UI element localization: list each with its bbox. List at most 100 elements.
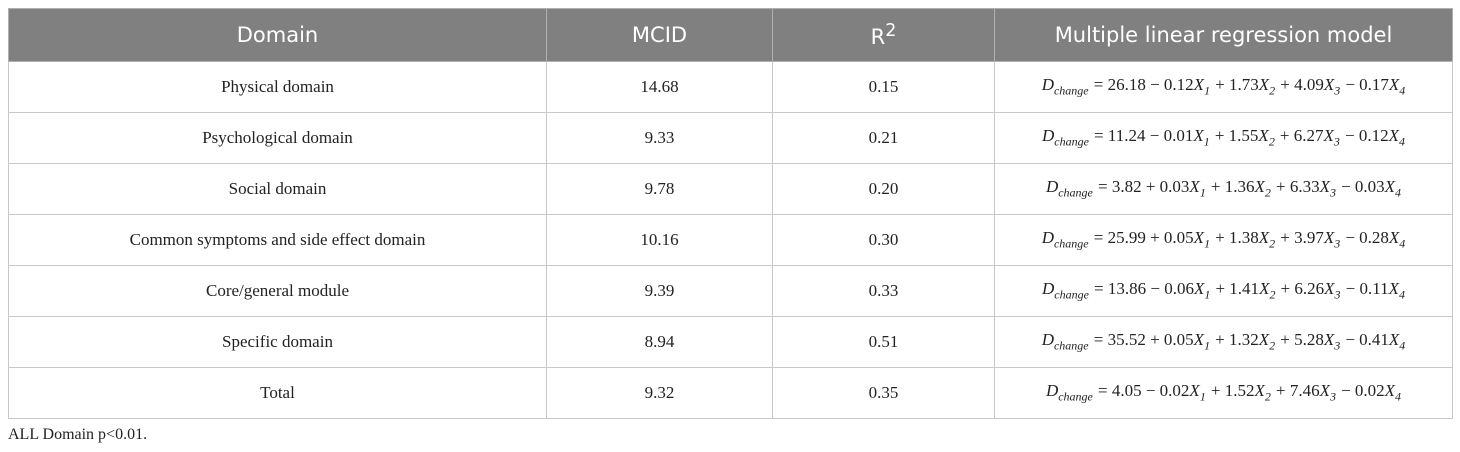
header-row: Domain MCID R2 Multiple linear regression m…: [8, 8, 1453, 62]
table-cell: 14.68: [546, 61, 773, 113]
formula-subscript: change: [1054, 134, 1089, 149]
table-row: Social domain 9.78 0.20 Dchange = 3.82 + 0.0…: [8, 163, 1453, 215]
table-cell: 0.20: [772, 163, 995, 215]
formula-subscript: change: [1053, 83, 1089, 98]
formula-subscript: 4: [1398, 134, 1405, 149]
formula-variable: X3: [1319, 381, 1336, 404]
formula-variable: X4: [1384, 177, 1402, 200]
table-row: Core/general module 9.39 0.33 Dchange = 13.8…: [8, 265, 1453, 317]
formula-variable: X1: [1189, 177, 1206, 200]
formula-variable: Dchange: [1041, 75, 1089, 98]
formula-variable: X4: [1388, 279, 1405, 302]
table-cell: 9.78: [546, 163, 773, 215]
formula-variable: X2: [1254, 381, 1271, 404]
table-cell: Specific domain: [8, 316, 547, 368]
table-row: Physical domain 14.68 0.15 Dchange = 26.18 −…: [8, 61, 1453, 113]
formula-text: + 1.41: [1215, 279, 1260, 299]
formula-subscript: 4: [1399, 83, 1406, 98]
formula-variable: X1: [1193, 228, 1211, 251]
table-cell: Psychological domain: [8, 112, 547, 164]
formula-subscript: 2: [1269, 83, 1276, 98]
table-wrap: Domain MCID R2 Multiple linear regression m…: [8, 8, 1453, 419]
formula-subscript: change: [1058, 185, 1093, 200]
table-row: Specific domain 8.94 0.51 Dchange = 35.52 + …: [8, 316, 1453, 368]
formula-text: − 0.17: [1345, 75, 1389, 95]
formula-variable: X3: [1323, 228, 1341, 251]
formula-subscript: 3: [1334, 287, 1341, 302]
formula-text: + 1.52: [1210, 381, 1255, 401]
formula-subscript: 2: [1264, 185, 1271, 200]
formula-subscript: 3: [1334, 83, 1341, 98]
formula-text: + 3.97: [1280, 228, 1324, 248]
formula-text: + 7.46: [1275, 381, 1320, 401]
formula-subscript: 1: [1199, 185, 1206, 200]
formula-subscript: change: [1058, 389, 1093, 404]
formula-variable: X4: [1388, 126, 1405, 149]
formula-text: + 1.73: [1215, 75, 1259, 95]
formula-subscript: 2: [1269, 338, 1276, 353]
formula-text: − 0.03: [1341, 177, 1385, 197]
formula-variable: X1: [1193, 126, 1210, 149]
formula-subscript: 3: [1334, 236, 1341, 251]
formula-text: + 4.09: [1280, 75, 1324, 95]
table-row: Total 9.32 0.35 Dchange = 4.05 − 0.02X1 + 1.5…: [8, 367, 1453, 419]
formula-variable: X1: [1193, 279, 1211, 302]
formula-text: = 4.05 − 0.02: [1097, 381, 1190, 401]
formula-subscript: 1: [1204, 287, 1211, 302]
table-body: Physical domain 14.68 0.15 Dchange = 26.18 −…: [8, 61, 1453, 419]
table-cell: Dchange = 35.52 + 0.05X1 + 1.32X2 + 5.28X3−…: [994, 316, 1453, 368]
formula-subscript: change: [1054, 287, 1089, 302]
formula-text: + 5.28: [1280, 330, 1324, 350]
formula-variable: X3: [1323, 75, 1341, 98]
table-cell: Dchange = 26.18 − 0.12X1 + 1.73X2 + 4.09X3−…: [994, 61, 1453, 113]
formula-subscript: 4: [1399, 236, 1406, 251]
formula-variable: X1: [1189, 381, 1206, 404]
formula-variable: Dchange: [1045, 177, 1093, 200]
formula-variable: Dchange: [1042, 279, 1089, 302]
table-cell: Common symptoms and side effect domain: [8, 214, 547, 266]
table-cell: Dchange = 11.24 − 0.01X1 + 1.55X2 + 6.27X3−…: [994, 112, 1453, 164]
formula-text: + 1.32: [1215, 330, 1259, 350]
formula-subscript: 4: [1399, 338, 1406, 353]
header-cell: R2: [772, 8, 995, 62]
formula-variable: Dchange: [1042, 126, 1089, 149]
formula-variable: X3: [1323, 126, 1340, 149]
formula-text: − 0.02: [1341, 381, 1385, 401]
formula-subscript: 1: [1204, 338, 1211, 353]
formula-text: = 25.99 + 0.05: [1093, 228, 1194, 248]
formula-text: − 0.11: [1345, 279, 1389, 299]
formula-subscript: change: [1053, 236, 1089, 251]
formula-variable: X1: [1193, 330, 1211, 353]
table-cell: 0.51: [772, 316, 995, 368]
formula-subscript: 1: [1203, 134, 1210, 149]
formula-text: + 1.55: [1214, 126, 1259, 146]
formula-text: = 11.24 − 0.01: [1094, 126, 1194, 146]
formula-text: + 6.33: [1275, 177, 1320, 197]
formula-variable: X2: [1254, 177, 1271, 200]
table-cell: Social domain: [8, 163, 547, 215]
formula-subscript: 2: [1268, 134, 1275, 149]
formula-variable: X2: [1258, 75, 1276, 98]
header-cell: MCID: [546, 8, 773, 62]
formula-variable: X2: [1258, 330, 1276, 353]
formula-text: = 26.18 − 0.12: [1093, 75, 1194, 95]
formula-variable: X3: [1319, 177, 1336, 200]
formula-text: − 0.28: [1345, 228, 1389, 248]
table-row: Common symptoms and side effect domain 10…: [8, 214, 1453, 266]
table-cell: Dchange = 4.05 − 0.02X1 + 1.52X2 + 7.46X3− …: [994, 367, 1453, 419]
formula-subscript: change: [1053, 338, 1089, 353]
formula-text: − 0.12: [1344, 126, 1389, 146]
formula-subscript: 4: [1395, 389, 1402, 404]
formula-variable: X4: [1384, 381, 1402, 404]
table-cell: Core/general module: [8, 265, 547, 317]
table-cell: 0.30: [772, 214, 995, 266]
header-superscript: 2: [885, 21, 897, 41]
formula-text: + 1.36: [1210, 177, 1255, 197]
formula-text: = 3.82 + 0.03: [1097, 177, 1190, 197]
formula-subscript: 3: [1333, 134, 1340, 149]
formula-subscript: 2: [1269, 236, 1276, 251]
table-cell: Dchange = 3.82 + 0.03X1 + 1.36X2 + 6.33X3− …: [994, 163, 1453, 215]
formula-subscript: 1: [1199, 389, 1206, 404]
table-cell: 8.94: [546, 316, 773, 368]
